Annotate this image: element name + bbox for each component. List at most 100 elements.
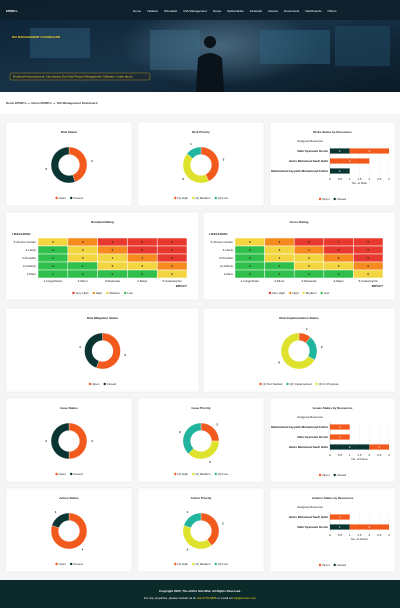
bar-segment [330, 514, 350, 520]
card-title: Issue Status [60, 406, 78, 410]
nav-item[interactable]: RIA Management [184, 9, 207, 13]
card-title: Risk Implementation Status [279, 316, 319, 320]
x-tick-label: 1 [349, 453, 351, 457]
cell-value: 0 [279, 240, 281, 244]
x-tick-label: 1.5 [357, 453, 362, 457]
slice-label: 1 [187, 510, 189, 514]
heat-cell [353, 269, 384, 279]
x-axis-title: No. of Risk [352, 181, 367, 185]
legend: Open Closed [88, 382, 117, 386]
card-background [5, 121, 133, 207]
bar-segment [369, 444, 389, 450]
nav-item[interactable]: Home [133, 9, 141, 13]
cell-value: 0 [338, 264, 340, 268]
nav-item[interactable]: Documents [284, 9, 300, 13]
announcement-bar[interactable] [9, 72, 151, 81]
bar-segment [330, 148, 350, 154]
legend-swatch [192, 562, 195, 566]
nav-item[interactable]: Closure [268, 9, 279, 13]
bar-segment [330, 444, 370, 450]
nav-item[interactable]: Scope [213, 9, 222, 13]
donut-slice [51, 512, 70, 528]
legend-label: Open [322, 473, 330, 477]
legend-swatch [320, 291, 323, 295]
legend-label: (1) High [177, 472, 188, 476]
legend: (1) High (2) Medium (3) Low [174, 562, 229, 566]
cell-value: 0 [112, 264, 114, 268]
card-title: Actions Status by Resources [312, 496, 354, 500]
slice-label: 1 [306, 327, 308, 331]
x-tick-label: 1.5 [357, 533, 362, 537]
legend: Very High High Medium Low [268, 291, 330, 295]
cell-value: 0 [249, 240, 251, 244]
legend-swatch [302, 291, 305, 295]
bar-value: 1 [339, 149, 341, 153]
row-label: 1-Rare [27, 272, 37, 276]
legend-label: Closed [337, 197, 347, 201]
category-label: Nabi Syazwani Roslei [297, 149, 328, 153]
legend: Open Closed [55, 562, 83, 566]
breadcrumb-separator: » [54, 101, 56, 105]
slice-label: 1 [55, 510, 57, 514]
phone[interactable]: +03-2770-5885 [196, 596, 217, 600]
cell-value: 0 [279, 248, 281, 252]
logo[interactable]: EPMPro [6, 9, 18, 13]
bar-segment [330, 168, 350, 174]
x-axis-title: IMPACT [372, 284, 383, 288]
cell-value: 0 [52, 248, 54, 252]
announcement[interactable]: Exciting Announcement: Introducing Our N… [13, 74, 133, 78]
nav-item[interactable]: Initiative [147, 9, 158, 13]
cell-value: 0 [249, 256, 251, 260]
legend-swatch [318, 563, 322, 567]
legend-label: High [292, 291, 299, 295]
chart-card: Risk Mitigation Status 5 4 Open Closed [5, 307, 200, 393]
legend: (1) Not Started (2) Implemented (3) In Pro… [259, 382, 339, 386]
x-tick-label: 3 [388, 453, 390, 457]
card-background [5, 307, 200, 393]
chart-card: Action Status 4 1 Open Closed [5, 487, 133, 573]
legend-label: Medium [109, 291, 120, 295]
legend-swatch [174, 562, 177, 566]
chart-card: Action Priority 2 2 1 (1) High (2) Medium (3) … [137, 487, 265, 573]
card-title: Action Priority [191, 496, 212, 500]
cell-value: 0 [82, 256, 84, 260]
legend-label: (2) Implemented [290, 382, 312, 386]
cell-value: 0 [367, 240, 369, 244]
chart-card: Risk Status 4 5 Open Closed [5, 121, 133, 207]
cell-value: 1 [308, 248, 310, 252]
legend-swatch [214, 196, 217, 200]
cell-value: 1 [112, 256, 114, 260]
slice-label: 3 [182, 177, 184, 181]
card-background [137, 121, 265, 207]
nav-item[interactable]: Dashboards [305, 9, 322, 13]
legend-label: Low [127, 291, 133, 295]
cell-value: 0 [279, 264, 281, 268]
chart-card: Gross Rating LIKELIHOOD 5-Almost Certain 0 0… [202, 211, 396, 301]
cell-value: 0 [249, 248, 251, 252]
cell-value: 1 [249, 264, 251, 268]
bar-segment [349, 148, 389, 154]
email[interactable]: help@ecioss.com [232, 596, 256, 600]
card-title: Issues Status by Resources [313, 406, 353, 410]
legend-label: (1) High [177, 196, 188, 200]
nav-item[interactable]: Others [328, 9, 338, 13]
nav-item[interactable]: Financial [250, 9, 262, 13]
x-tick-label: 2 [368, 453, 370, 457]
breadcrumb-item[interactable]: Demo EPMPro [6, 101, 27, 105]
slice-label: 1 [190, 142, 192, 146]
slice-label: 2 [187, 547, 189, 551]
bar-value: 2 [349, 159, 351, 163]
legend-label: Closed [107, 382, 117, 386]
chart-card: Risk Implementation Status 1 2 6 (1) Not Sta… [202, 307, 396, 393]
legend-swatch [70, 196, 73, 200]
legend-label: (1) Not Started [263, 382, 283, 386]
cell-value: 0 [338, 256, 340, 260]
nav-item[interactable]: Deliverables [227, 9, 244, 13]
footer [0, 580, 400, 608]
row-label: 1-Rare [224, 272, 234, 276]
bar-segment [330, 158, 370, 164]
card-title: Residual Rating [91, 220, 114, 224]
donut-slice [50, 422, 70, 460]
breadcrumb-item[interactable]: Demo EPMPro [31, 101, 52, 105]
nav-item[interactable]: Scheduler [164, 9, 178, 13]
